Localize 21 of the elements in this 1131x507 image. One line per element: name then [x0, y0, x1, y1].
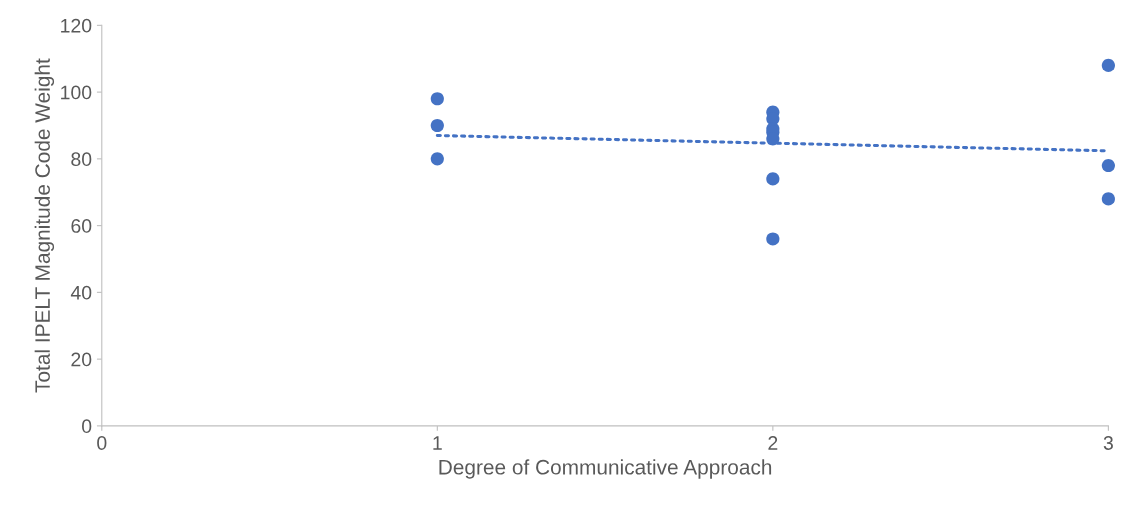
x-axis-title: Degree of Communicative Approach: [439, 459, 772, 479]
point: [1101, 58, 1115, 72]
y-tick-label: 20: [71, 352, 92, 367]
y-tick-label: 60: [71, 219, 92, 233]
point: [1101, 158, 1115, 173]
x-tick-label: 1: [433, 436, 442, 450]
point: [766, 232, 780, 246]
point: [430, 152, 444, 166]
y-tick-label: 100: [61, 85, 92, 100]
x-tick-label: 3: [1103, 436, 1113, 450]
y-tick-label: 80: [71, 152, 92, 167]
point: [430, 92, 444, 106]
y-tick-label: 40: [70, 285, 92, 300]
point: [766, 172, 780, 186]
point: [430, 118, 444, 133]
y-tick-label: 120: [61, 18, 92, 33]
y-axis-title: Total IPELT Magnitude Code Weight: [34, 58, 55, 393]
x-tick-label: 2: [768, 436, 778, 450]
point: [1101, 192, 1115, 206]
y-tick-label: 0: [82, 419, 92, 434]
x-tick-label: 0: [97, 436, 107, 450]
